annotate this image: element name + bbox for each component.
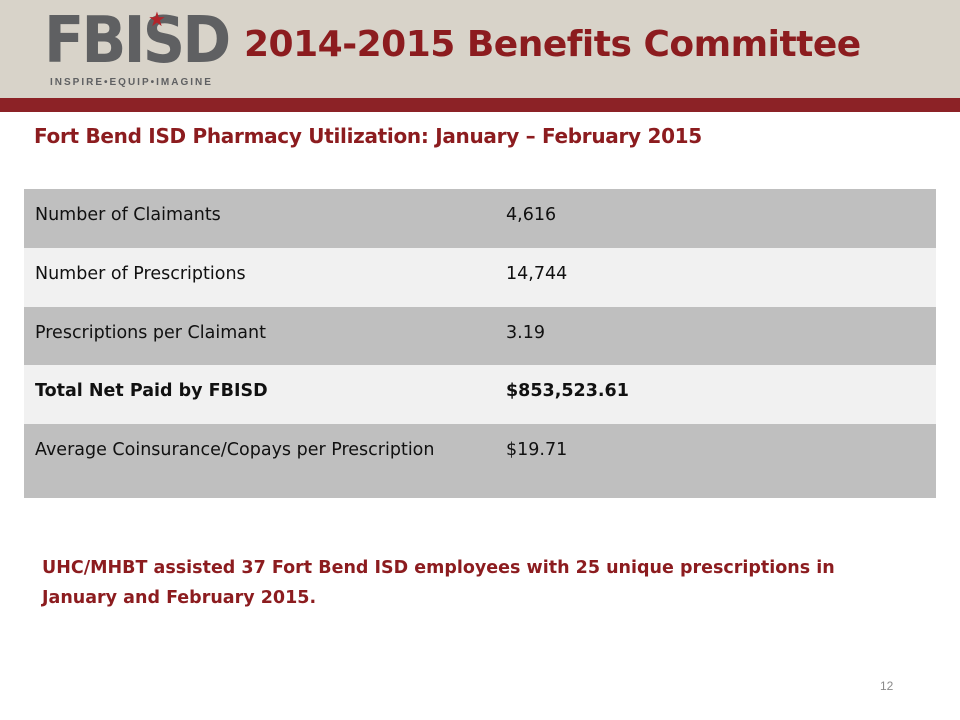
- slide-subtitle: Fort Bend ISD Pharmacy Utilization: Janu…: [34, 124, 702, 148]
- row-value: $853,523.61: [506, 381, 629, 401]
- row-value: 4,616: [506, 205, 557, 225]
- table-row: Number of Prescriptions 14,744: [24, 248, 936, 307]
- logo-tagline: INSPIRE•EQUIP•IMAGINE: [50, 77, 213, 88]
- row-label: Number of Claimants: [35, 205, 221, 225]
- row-label: Average Coinsurance/Copays per Prescript…: [35, 440, 435, 460]
- assistance-note: UHC/MHBT assisted 37 Fort Bend ISD emplo…: [42, 558, 835, 608]
- row-value: 14,744: [506, 264, 568, 284]
- logo-star-icon: ★: [148, 9, 166, 31]
- table-row: Average Coinsurance/Copays per Prescript…: [24, 424, 936, 498]
- page-title: 2014-2015 Benefits Committee: [244, 24, 861, 65]
- table-row-total: Total Net Paid by FBISD $853,523.61: [24, 365, 936, 424]
- header-divider: [0, 98, 960, 112]
- logo-wordmark: FBISD: [44, 4, 231, 78]
- row-label: Prescriptions per Claimant: [35, 323, 266, 343]
- fbisd-logo: FBISD ★ INSPIRE•EQUIP•IMAGINE: [44, 6, 231, 90]
- row-value: 3.19: [506, 323, 545, 343]
- page-number: 12: [880, 679, 894, 693]
- row-value: $19.71: [506, 440, 568, 460]
- table-row: Prescriptions per Claimant 3.19: [24, 307, 936, 365]
- pharmacy-utilization-table: Number of Claimants 4,616 Number of Pres…: [24, 189, 936, 498]
- header-band: [0, 0, 960, 98]
- row-label: Total Net Paid by FBISD: [35, 381, 268, 401]
- table-row: Number of Claimants 4,616: [24, 189, 936, 248]
- row-label: Number of Prescriptions: [35, 264, 246, 284]
